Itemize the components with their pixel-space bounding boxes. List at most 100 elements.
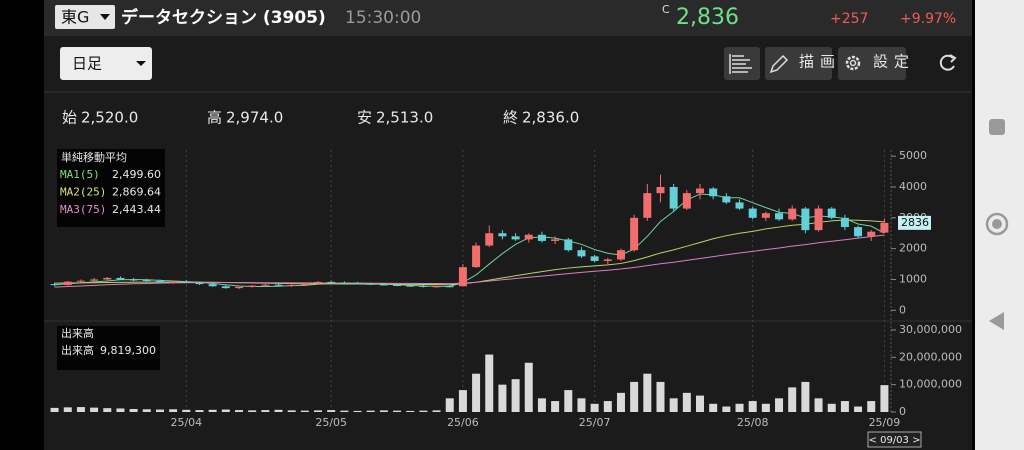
volume-bar [788,387,797,412]
volume-bar [880,385,889,412]
candle-body [248,285,257,287]
gear-hub [849,59,857,67]
price: 2,836 [676,5,739,30]
candle-body [656,186,665,194]
draw-label: 描画 [799,53,841,71]
period-select[interactable] [60,47,152,80]
candle-body [840,217,849,228]
settings-button[interactable] [838,47,906,80]
volume-tick-label: 0 [899,405,906,418]
volume-bar [669,398,678,412]
volume-bar [551,401,560,412]
market: 東G [61,8,89,27]
candle-body [564,239,573,251]
volume-bar [511,379,520,412]
legend-value: 2,499.60 [112,168,161,181]
candle-body [327,281,336,283]
ohlc-label: 始 [62,109,77,127]
volume-name: 出来高 [61,343,94,357]
volume-bar [195,410,204,412]
draw-button[interactable] [765,47,832,80]
ohlc-value: 2,520.0 [81,109,138,127]
candle-body [432,286,441,288]
candle-body [577,250,586,257]
volume-bar [537,398,546,412]
ma-legend-box [57,149,165,227]
change: +257 [830,11,868,27]
refresh-arrow [949,54,957,63]
candle-body [590,256,599,261]
volume-bar [129,408,138,412]
date-tag: < 09/03 > [869,435,921,446]
volume-bar [76,407,85,412]
market-select[interactable] [55,5,115,29]
y-tick-label: 1000 [899,272,927,285]
date-tag-box [867,431,922,448]
x-tick-label: 25/08 [737,416,769,429]
volume-bar [366,410,375,412]
x-tick-label: 25/06 [447,416,479,429]
candle-body [472,245,481,268]
volume-bar [116,408,125,412]
chart: 25/0425/0525/0625/0725/0825/090100020003… [44,149,972,448]
nav-home[interactable] [985,212,1009,236]
volume-bar [300,410,309,412]
candle-body [814,208,823,231]
candle-body [234,286,243,289]
candle-body [103,277,112,280]
volume-bar [103,408,112,412]
x-tick-label: 25/04 [170,416,202,429]
volume-bar [221,409,230,412]
volume-bar [314,410,323,412]
nav-back[interactable] [989,312,1004,330]
volume-bar [142,409,151,412]
ohlc-value: 2,974.0 [226,109,283,127]
time: 15:30:00 [345,8,421,28]
volume-bar [274,409,283,412]
volume-bar [603,401,612,412]
legend-name: MA1(5) [60,168,100,181]
x-tick-label: 25/07 [579,416,611,429]
volume-bar [261,410,270,412]
candle-body [867,231,876,237]
volume-bar [840,401,849,412]
nav-recent[interactable] [989,119,1005,135]
volume-bar [590,403,599,412]
candle-body [142,280,151,282]
ma-line [54,234,885,288]
volume-bar [827,403,836,412]
ohlc-row: 始 2,520.0 高 2,974.0 安 2,513.0 終 2,836.0 [62,109,579,127]
volume-bar [709,403,718,412]
settings-label: 設定 [873,53,915,71]
volume-bar [696,395,705,412]
volume-bar [63,407,72,412]
ohlc-label: 高 [207,109,222,127]
volume-bar [445,398,454,412]
volume-title: 出来高 [61,326,94,340]
candle-body [735,202,744,209]
volume-bar [630,381,639,412]
candle-body [76,280,85,282]
candle-body [524,234,533,240]
candle-body [458,267,467,287]
candle-body [722,196,731,203]
candle-body [169,281,178,283]
candle-body [603,259,612,261]
volume-bar [393,410,402,412]
x-tick-label: 25/05 [315,416,347,429]
volume-bar [485,354,494,412]
change-pct: +9.97% [900,11,956,27]
volume-bar [616,392,625,412]
price-flag: C [662,3,670,16]
candle-body [182,281,191,283]
stock-name: データセクション (3905) [121,7,326,28]
refresh-icon[interactable] [939,54,955,71]
price-tag-box [898,215,931,230]
volume-bar [182,409,191,412]
candle-body [445,286,454,288]
volume-tick-label: 10,000,000 [899,378,962,391]
candle-body [880,222,889,233]
price-tag: 2836 [901,216,929,229]
y-tick-label: 4000 [899,180,927,193]
volume-bar [524,362,533,412]
